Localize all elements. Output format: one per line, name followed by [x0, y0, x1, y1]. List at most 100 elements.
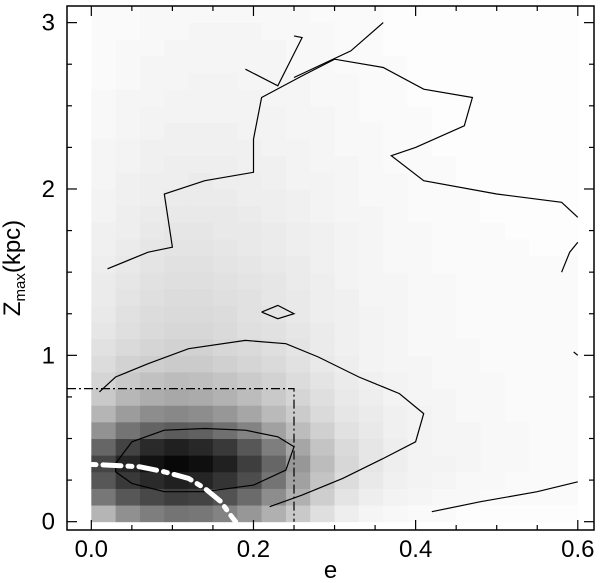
heatmap-cell — [261, 139, 287, 157]
heatmap-cell — [261, 55, 287, 74]
heatmap-cell — [480, 39, 506, 57]
heatmap-cell — [212, 55, 238, 74]
heatmap-cell — [504, 222, 530, 240]
heatmap-cell — [480, 172, 506, 190]
heatmap-cell — [529, 255, 554, 273]
contour-middle — [98, 339, 425, 508]
heatmap-cell — [261, 455, 287, 473]
heatmap-cell — [553, 6, 579, 24]
heatmap-cell — [358, 255, 384, 273]
heatmap-cell — [504, 388, 530, 406]
heatmap-cell — [431, 55, 457, 74]
x-tick-label: 0.0 — [75, 536, 108, 563]
heatmap-cell — [212, 288, 238, 306]
heatmap-cell — [431, 6, 457, 24]
heatmap-cell — [553, 55, 579, 74]
y-axis-label-main: Z — [0, 302, 26, 317]
heatmap-cell — [188, 6, 214, 24]
heatmap-cell — [358, 272, 384, 290]
heatmap-cell — [310, 421, 336, 439]
heatmap-cell — [285, 421, 311, 439]
heatmap-cell — [139, 388, 165, 406]
heatmap-cell — [383, 22, 409, 40]
heatmap-cell — [529, 89, 554, 107]
heatmap-cell — [383, 55, 409, 74]
heatmap-cell — [480, 471, 506, 489]
heatmap-cell — [237, 122, 263, 140]
heatmap-cell — [334, 338, 360, 356]
heatmap-cell — [212, 471, 238, 489]
heatmap-cell — [310, 255, 336, 273]
heatmap-cell — [115, 188, 141, 207]
heatmap-cell — [188, 72, 214, 90]
heatmap-cell — [334, 322, 360, 340]
heatmap-cell — [456, 188, 481, 207]
heatmap-cell — [358, 55, 384, 74]
heatmap-cell — [212, 338, 238, 356]
heatmap-cell — [431, 388, 457, 406]
heatmap-cell — [480, 288, 506, 306]
heatmap-cell — [553, 505, 579, 523]
heatmap-cell — [431, 371, 457, 390]
y-tick-label: 3 — [42, 10, 55, 37]
heatmap-cell — [529, 155, 554, 173]
heatmap-cell — [553, 305, 579, 323]
heatmap-cell — [164, 322, 190, 340]
heatmap-cell — [91, 405, 117, 423]
heatmap-cell — [334, 488, 360, 506]
heatmap-cell — [358, 205, 384, 223]
heatmap-cell — [334, 471, 360, 489]
heatmap-cell — [456, 505, 481, 523]
heatmap-cell — [310, 388, 336, 406]
heatmap-cell — [334, 72, 360, 90]
heatmap-cell — [91, 238, 117, 257]
heatmap-cell — [91, 188, 117, 207]
heatmap-cell — [456, 288, 481, 306]
label-layer: e Zmax(kpc) — [0, 220, 337, 583]
heatmap-cell — [310, 438, 336, 456]
heatmap-cell — [334, 505, 360, 523]
heatmap-cell — [456, 338, 481, 356]
heatmap-cell — [480, 139, 506, 157]
heatmap-cell — [529, 222, 554, 240]
heatmap-cell — [407, 255, 433, 273]
heatmap-cell — [115, 55, 141, 74]
heatmap-cell — [310, 238, 336, 257]
heatmap-cell — [504, 122, 530, 140]
heatmap-cell — [529, 288, 554, 306]
heatmap-cell — [383, 371, 409, 390]
heatmap-cell — [504, 22, 530, 40]
heatmap-cell — [553, 222, 579, 240]
box-layer — [67, 388, 295, 522]
heatmap-cell — [115, 322, 141, 340]
heatmap-cell — [139, 322, 165, 340]
heatmap-cell — [383, 455, 409, 473]
heatmap-cell — [456, 388, 481, 406]
heatmap-cell — [504, 155, 530, 173]
heatmap-cell — [407, 438, 433, 456]
heatmap-cell — [529, 139, 554, 157]
heatmap-cell — [310, 322, 336, 340]
heatmap-cell — [334, 222, 360, 240]
heatmap-cell — [431, 322, 457, 340]
heatmap-cell — [285, 105, 311, 123]
heatmap-cell — [529, 122, 554, 140]
heatmap-cell — [261, 188, 287, 207]
heatmap-cell — [115, 255, 141, 273]
heatmap-cell — [261, 105, 287, 123]
heatmap-cell — [164, 139, 190, 157]
heatmap-cell — [334, 371, 360, 390]
heatmap-cell — [188, 105, 214, 123]
heatmap-cell — [164, 488, 190, 506]
heatmap-cell — [480, 188, 506, 207]
heatmap-cell — [139, 338, 165, 356]
heatmap-cell — [504, 205, 530, 223]
heatmap-cell — [212, 371, 238, 390]
heatmap-cell — [358, 222, 384, 240]
heatmap-cell — [553, 488, 579, 506]
heatmap-cell — [188, 288, 214, 306]
heatmap-cell — [139, 55, 165, 74]
heatmap-cell — [334, 6, 360, 24]
heatmap-cell — [212, 89, 238, 107]
heatmap-cell — [456, 172, 481, 190]
